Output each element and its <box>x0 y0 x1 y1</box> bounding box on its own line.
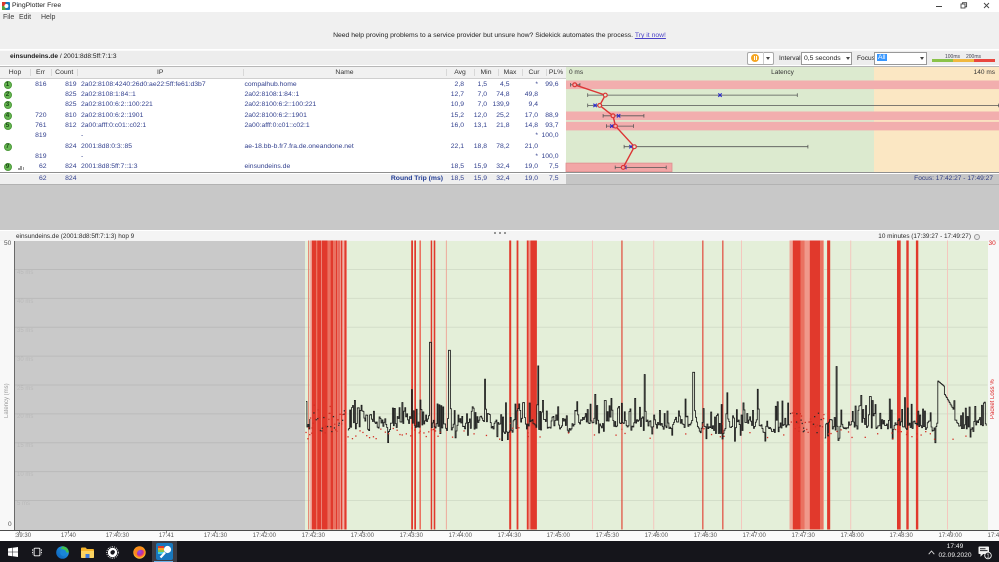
svg-text:1: 1 <box>986 553 989 559</box>
